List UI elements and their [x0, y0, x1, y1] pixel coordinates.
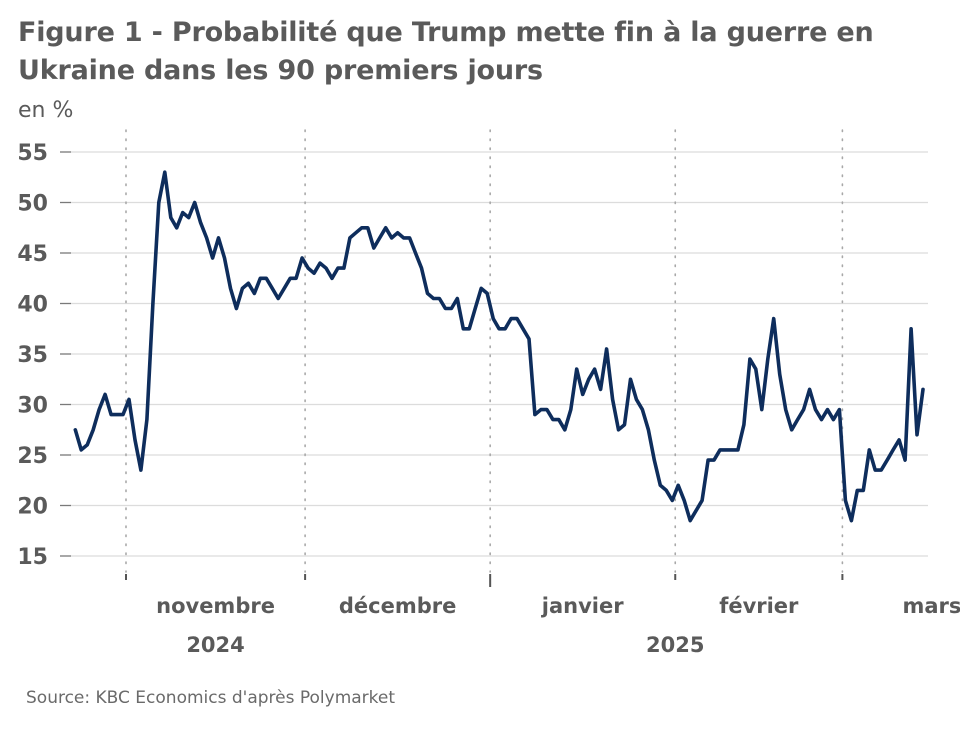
x-tick-label: janvier — [541, 594, 624, 618]
series-line — [73, 170, 925, 523]
x-year-label: 2025 — [646, 633, 704, 657]
y-axis: 55 50 45 40 35 30 25 20 15 — [17, 141, 71, 570]
y-tick-label: 30 — [17, 394, 48, 419]
y-tick-label: 55 — [17, 141, 48, 166]
x-year-label: 2024 — [186, 633, 244, 657]
x-tick-label: décembre — [339, 594, 456, 618]
x-axis: novembre décembre janvier février mars 2024 20… — [125, 574, 960, 657]
y-tick-label: 35 — [17, 343, 48, 368]
x-tick-label: mars — [902, 594, 960, 618]
y-tick-label: 40 — [17, 293, 48, 318]
y-tick-label: 25 — [17, 444, 48, 469]
y-tick-label: 15 — [17, 545, 48, 570]
x-tick-label: février — [719, 594, 799, 618]
month-dividers — [125, 129, 844, 573]
y-axis-unit-label: en % — [18, 98, 74, 123]
y-tick-label: 20 — [17, 495, 48, 520]
series-layer — [73, 170, 925, 523]
chart-title: Figure 1 - Probabilité que Trump mette f… — [18, 17, 874, 86]
x-tick-label: novembre — [156, 594, 275, 618]
y-tick-label: 45 — [17, 242, 48, 267]
y-tick-label: 50 — [17, 192, 48, 217]
source-note: Source: KBC Economics d'après Polymarket — [26, 688, 396, 708]
